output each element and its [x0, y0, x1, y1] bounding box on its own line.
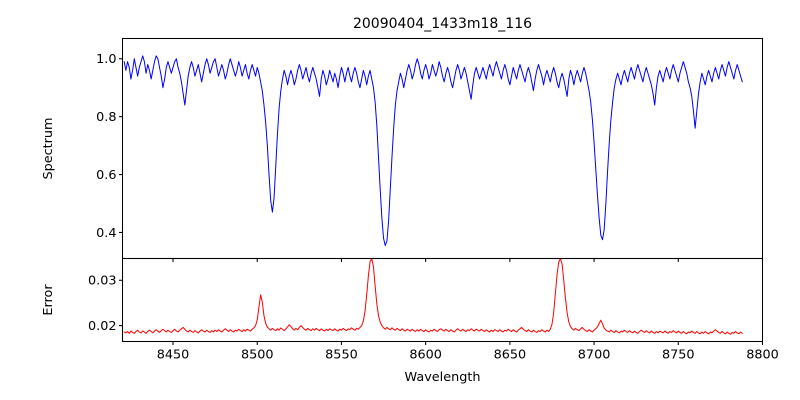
xtick-label: 8650	[494, 348, 527, 363]
ytick-label: 0.6	[96, 168, 116, 183]
series-spectrum	[123, 55, 743, 246]
xtick-label: 8750	[662, 348, 695, 363]
axes-frame-spectrum	[121, 37, 764, 260]
panel-error: 0.02 0.03 8450 8500 8550 8600 8650 8700 8750 8800…	[41, 257, 779, 363]
panel-spectrum: 0.4 0.6 0.8 1.0 Spectrum	[41, 37, 764, 262]
xtick-label: 8450	[157, 348, 190, 363]
figure-title: 20090404_1433m18_116	[353, 16, 532, 32]
ytick-label: 0.8	[96, 110, 116, 125]
xlabel: Wavelength	[405, 370, 481, 385]
ytick-label: 0.03	[88, 274, 117, 289]
ytick-label: 0.02	[88, 319, 117, 334]
xtick-label: 8800	[746, 348, 779, 363]
ytick-label: 0.4	[96, 226, 116, 241]
xtick-label: 8600	[409, 348, 442, 363]
ylabel-error: Error	[41, 284, 56, 316]
axes-frame-error	[121, 257, 764, 343]
ytick-label: 1.0	[96, 52, 116, 67]
ylabel-spectrum: Spectrum	[41, 117, 56, 179]
series-error	[123, 258, 743, 335]
xtick-label: 8550	[325, 348, 358, 363]
xtick-label: 8500	[241, 348, 274, 363]
xtick-label: 8700	[578, 348, 611, 363]
